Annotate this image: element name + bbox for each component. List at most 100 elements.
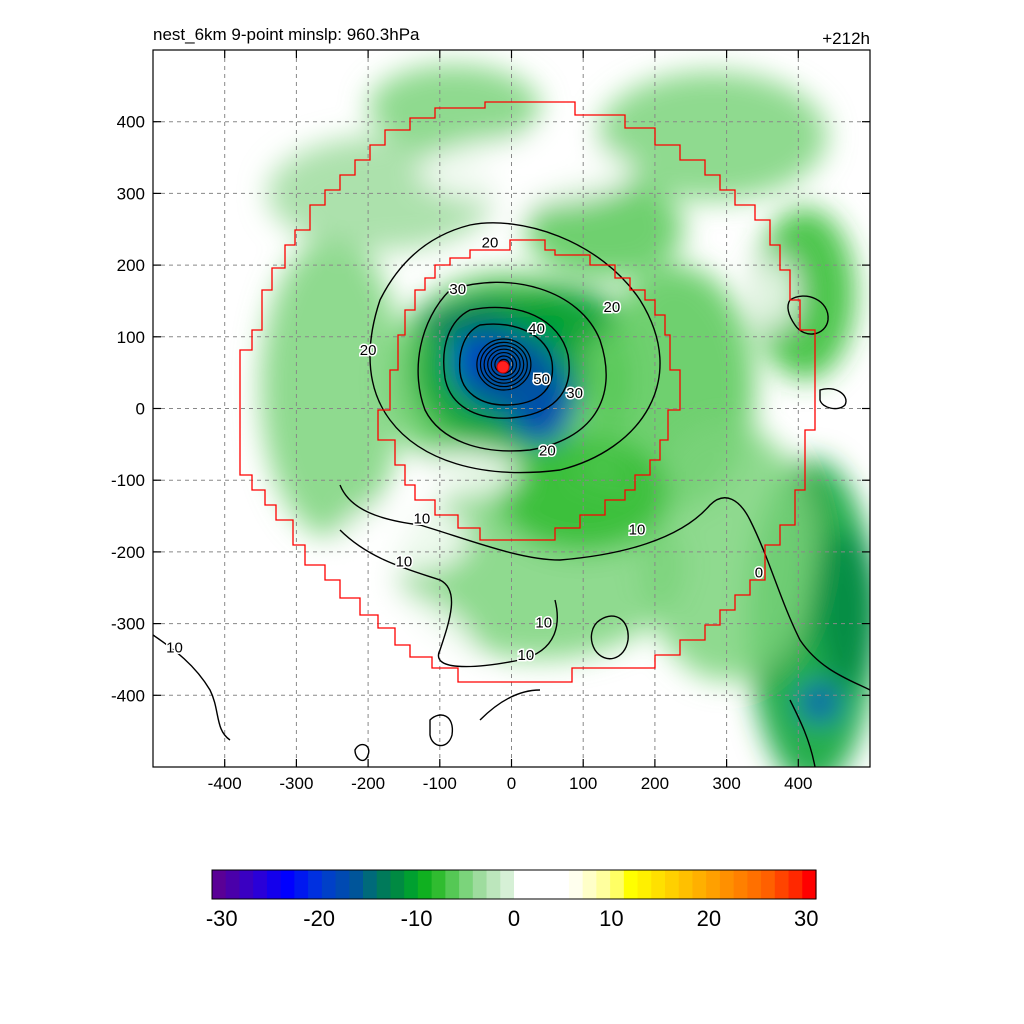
colorbar-swatch [610,870,625,899]
contour-10-south [339,484,870,691]
contour-label: 10 [535,615,552,632]
field-blob-13 [597,71,827,201]
field-blob-16 [816,530,870,689]
colorbar-swatch [363,870,378,899]
field-blob-25 [153,372,182,416]
colorbar-swatch [308,870,323,899]
vortex-ring [483,345,525,384]
y-tick-label: -400 [111,686,145,705]
x-tick-label: 0 [507,774,516,793]
colorbar-tick-label: 10 [599,906,623,931]
field-blob-10 [260,236,404,538]
vortex-core-contours [476,338,532,391]
colorbar-swatch [417,870,433,899]
colorbar-swatch [555,870,570,899]
vortex-ring [476,338,532,391]
nest-boundary-inner [377,239,681,541]
colorbar-swatch [582,870,597,899]
contour-label: 20 [539,442,556,459]
x-tick-label: -100 [423,774,457,793]
colorbar-swatch [651,870,666,899]
vortex-ring [479,341,528,388]
y-tick-label: -200 [111,543,145,562]
x-tick-label: 200 [641,774,669,793]
colorbar-swatch [280,870,295,899]
colorbar-swatch [527,870,543,899]
colorbar-tick-label: -10 [401,906,433,931]
colorbar-swatch [335,870,350,899]
colorbar-swatch [212,870,227,899]
field-blob-9 [525,179,684,280]
field-blob-21 [418,451,519,495]
x-tick-label: -400 [208,774,242,793]
contour-label: 0 [755,564,763,581]
colorbar-swatch [596,870,611,899]
colorbar-swatch [225,870,241,899]
colorbar-tick-label: 20 [697,906,721,931]
x-tick-label: 100 [569,774,597,793]
nest-boundary-outer [239,101,816,683]
colorbar-tick-label: -30 [206,906,238,931]
colorbar-swatches [212,870,817,899]
colorbar-swatch [747,870,762,899]
contour-lines [153,222,870,767]
colorbar-swatch [390,870,405,899]
contour-label: 50 [533,371,550,388]
colorbar-swatch [445,870,460,899]
field-blob-23 [418,139,634,205]
field-blob-27 [758,257,795,330]
contour-label: 10 [629,521,646,538]
storm-center-marker [496,360,510,374]
vortex-ring [487,348,521,381]
colorbar-tick-labels: -30 -20 -10 0 10 20 30 [206,906,819,931]
field-blob-22 [339,501,469,574]
contour-50 [458,323,554,406]
colorbar-swatch [802,870,817,899]
colorbar-swatch [253,870,268,899]
x-tick-label: -200 [351,774,385,793]
field-blob-7 [504,286,620,344]
colorbar-swatch [431,870,446,899]
chart-title: nest_6km 9-point minslp: 960.3hPa [153,25,420,44]
y-tick-label: -100 [111,471,145,490]
y-tick-label: 0 [136,400,145,419]
colorbar-swatch [404,870,419,899]
colorbar-swatch [623,870,639,899]
field-blob-26 [165,500,184,518]
forecast-hour-label: +212h [822,29,870,48]
colorbar-swatch [719,870,735,899]
contour-label: 30 [449,281,466,298]
y-tick-label: 200 [117,256,145,275]
field-blob-18 [640,422,813,681]
colorbar-tick-label: 30 [794,906,818,931]
axes: -400 -300 -200 -100 0 100 200 300 400-400-300-20… [111,50,870,793]
contour-se-corner [789,699,816,767]
y-tick-label: 300 [117,184,145,203]
colorbar-swatch [514,870,529,899]
contour-10-west [339,529,558,668]
contour-south-mid [479,689,541,721]
colorbar-swatch [472,870,488,899]
colorbar-swatch [294,870,309,899]
contour-30 [417,281,607,452]
contour-south-small [354,743,370,762]
y-tick-label: 400 [117,113,145,132]
field-blob-20 [497,437,670,552]
field-blob-6 [418,304,534,341]
colorbar-swatch [349,870,364,899]
colorbar-swatch [788,870,803,899]
colorbar-tick-label: 0 [508,906,520,931]
colorbar-swatch [376,870,392,899]
contour-closed-e [787,295,829,335]
contour-south-lobe [429,714,454,747]
x-tick-label: -300 [279,774,313,793]
colorbar-tick-label: -20 [303,906,335,931]
vortex-ring [490,351,518,377]
contour-closed-e2 [819,388,847,410]
colorbar-swatch [239,870,254,899]
colorbar-frame [211,869,817,900]
colorbar-swatch [541,870,556,899]
colorbar-swatch [706,870,721,899]
